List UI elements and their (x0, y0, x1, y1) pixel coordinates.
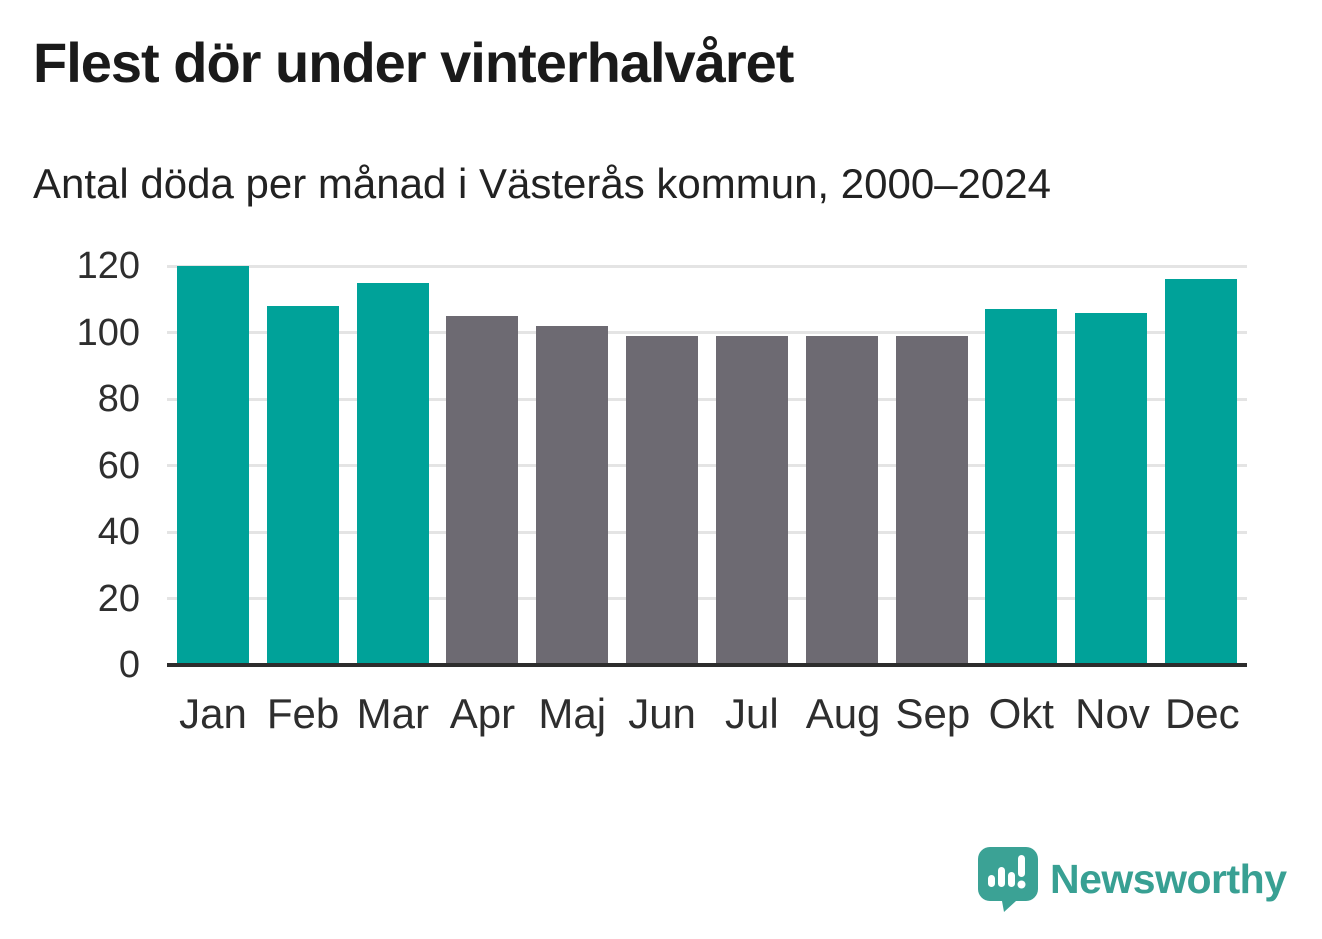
gridline-100 (167, 331, 1247, 334)
bar-okt (985, 309, 1058, 665)
x-axis-line (167, 663, 1247, 667)
x-tick-label-apr: Apr (449, 690, 516, 737)
bars-group (167, 266, 1247, 665)
x-tick-label-nov: Nov (1075, 690, 1150, 737)
chart-subtitle: Antal döda per månad i Västerås kommun, … (33, 160, 1051, 207)
chart-title: Flest dör under vinterhalvåret (33, 31, 794, 94)
x-tick-label-aug: Aug (805, 690, 881, 737)
gridline-20 (167, 597, 1247, 601)
x-tick-label-jun: Jun (628, 690, 696, 737)
bar-jul (715, 335, 788, 665)
gridline-80 (167, 397, 1247, 401)
x-tick-label-dec: Dec (1164, 690, 1240, 737)
bar-aug (805, 335, 878, 665)
brand-wordmark: Newsworthy (1050, 856, 1287, 902)
y-tick-label-120: 120 (76, 245, 140, 287)
bar-dec (1164, 279, 1237, 665)
x-tick-label-jan: Jan (179, 690, 247, 737)
y-tick-label-20: 20 (97, 577, 140, 620)
y-tick-label-60: 60 (97, 444, 140, 487)
gridline-120 (167, 264, 1247, 268)
x-axis-labels: Jan Feb Mar Apr Maj Jun Jul Aug Sep Okt Nov Dec (167, 688, 1247, 740)
x-tick-label-jul: Jul (725, 690, 779, 737)
bar-nov (1075, 312, 1148, 665)
y-tick-label-0: 0 (118, 644, 140, 686)
bar-maj (536, 325, 609, 665)
gridline-60 (167, 464, 1247, 467)
bar-jun (626, 335, 699, 665)
x-tick-label-okt: Okt (988, 690, 1054, 737)
plot-area (167, 264, 1247, 667)
y-axis-labels: 0 20 40 60 80 100 120 (0, 245, 140, 686)
brand-logo: Newsworthy (976, 845, 1287, 913)
bar-chart-speech-bubble-icon (978, 847, 1038, 912)
x-tick-label-feb: Feb (266, 690, 340, 737)
x-tick-label-sep: Sep (895, 690, 971, 737)
bar-apr (446, 315, 519, 665)
bar-mar (356, 282, 429, 665)
y-tick-label-40: 40 (97, 511, 140, 554)
gridline-40 (167, 530, 1247, 534)
y-tick-label-80: 80 (97, 378, 140, 421)
bar-sep (895, 335, 968, 665)
y-tick-label-100: 100 (76, 311, 140, 354)
bar-jan (177, 266, 249, 665)
bar-feb (266, 305, 339, 665)
x-tick-label-mar: Mar (356, 690, 429, 737)
x-tick-label-maj: Maj (538, 690, 607, 737)
